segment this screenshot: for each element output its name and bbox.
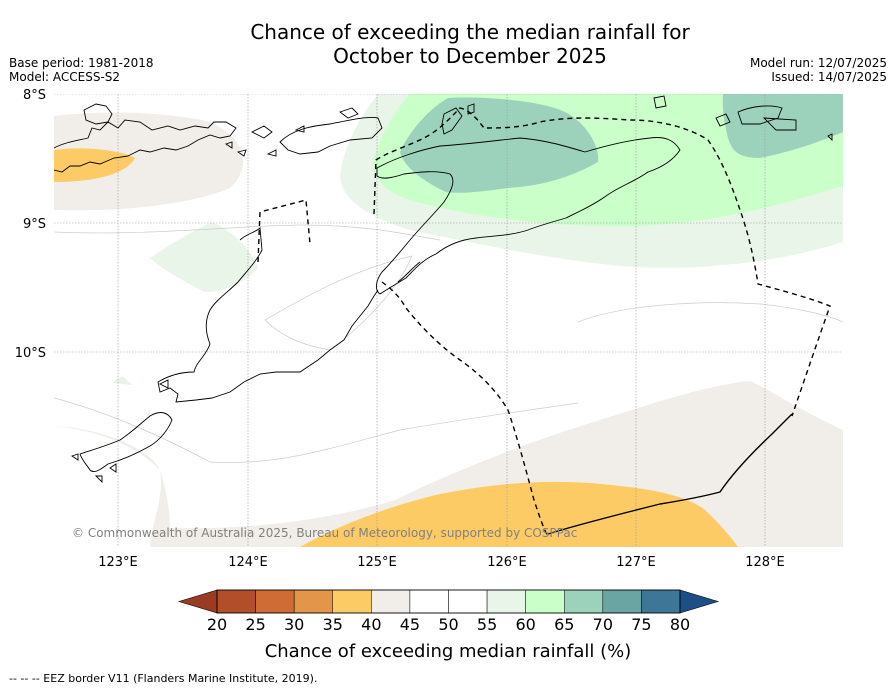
colorbar-cell xyxy=(255,589,295,614)
colorbar-tick-label: 30 xyxy=(284,615,304,634)
coast-sumba xyxy=(157,227,379,403)
lat-label: 8°S xyxy=(23,88,46,103)
colorbar-tick-labels: 20 25 30 35 40 45 50 55 60 65 70 75 80 xyxy=(207,615,690,634)
latitude-labels: 8°S 9°S 10°S xyxy=(15,88,46,361)
colorbar-over-triangle xyxy=(679,589,720,614)
title-line-1: Chance of exceeding the median rainfall … xyxy=(250,20,690,44)
coastlines xyxy=(54,95,833,484)
eez-border xyxy=(257,107,831,537)
colorbar-cell xyxy=(602,589,642,614)
eez-footnote: -- -- -- EEZ border V11 (Flanders Marine… xyxy=(9,672,318,685)
region-65-70-northeast xyxy=(722,94,843,158)
colorbar-tick-label: 75 xyxy=(631,615,651,634)
eez-border-solid xyxy=(547,413,793,535)
colorbar-cell xyxy=(293,589,333,614)
colorbar-tick-label: 70 xyxy=(593,615,613,634)
base-period: Base period: 1981-2018 xyxy=(9,56,154,70)
colorbar-under-triangle xyxy=(177,589,218,614)
coast-rote xyxy=(79,412,173,473)
issued-date: Issued: 14/07/2025 xyxy=(771,70,887,84)
region-55-60-small xyxy=(112,376,133,385)
copyright-notice: © Commonwealth of Australia 2025, Bureau… xyxy=(72,526,577,540)
colorbar-tick-label: 55 xyxy=(477,615,497,634)
region-65-70-north-centre xyxy=(400,97,599,193)
colorbar-cell xyxy=(641,589,681,614)
chart-title: Chance of exceeding the median rainfall … xyxy=(0,20,896,68)
colorbar-tick-label: 65 xyxy=(554,615,574,634)
lon-label: 124°E xyxy=(228,555,268,570)
region-35-40-northwest xyxy=(54,148,135,182)
lon-label: 123°E xyxy=(98,555,138,570)
lon-label: 126°E xyxy=(487,555,527,570)
colorbar-tick-label: 20 xyxy=(207,615,227,634)
map-plot-area: © Commonwealth of Australia 2025, Bureau… xyxy=(54,94,843,547)
model-run-date: Model run: 12/07/2025 xyxy=(749,56,887,70)
model-name: Model: ACCESS-S2 xyxy=(9,70,121,84)
colorbar-cell xyxy=(216,589,256,614)
colorbar-tick-label: 60 xyxy=(515,615,535,634)
colorbar-tick-label: 35 xyxy=(323,615,343,634)
colorbar-tick-label: 45 xyxy=(400,615,420,634)
colorbar-tick-label: 25 xyxy=(245,615,265,634)
region-35-40-south xyxy=(300,481,738,547)
title-line-2: October to December 2025 xyxy=(333,44,607,68)
coast-flores xyxy=(54,119,237,173)
longitude-labels: 123°E 124°E 125°E 126°E 127°E 128°E xyxy=(98,555,785,570)
lon-label: 127°E xyxy=(616,555,656,570)
colorbar-cell xyxy=(448,589,488,614)
metadata-right: Model run: 12/07/2025 Issued: 14/07/2025 xyxy=(750,56,887,84)
region-55-60-west xyxy=(150,222,258,292)
lon-label: 125°E xyxy=(357,555,397,570)
lon-label: 128°E xyxy=(745,555,785,570)
colorbar-cell xyxy=(564,589,604,614)
colorbar-frame xyxy=(216,589,681,614)
colorbar-cell xyxy=(409,589,449,614)
colorbar-title: Chance of exceeding median rainfall (%) xyxy=(265,641,632,662)
colorbar-tick-label: 40 xyxy=(361,615,381,634)
colorbar-cells xyxy=(216,589,681,614)
colorbar-cell xyxy=(332,589,372,614)
colorbar: 20 25 30 35 40 45 50 55 60 65 70 75 80 Chance of exc… xyxy=(177,589,720,662)
region-40-45-northwest xyxy=(54,112,244,211)
colorbar-tick-label: 80 xyxy=(670,615,690,634)
metadata-left: Base period: 1981-2018 Model: ACCESS-S2 xyxy=(9,56,154,84)
colorbar-cell xyxy=(525,589,565,614)
colorbar-tick-label: 50 xyxy=(438,615,458,634)
coast-timor xyxy=(375,137,681,295)
lat-label: 10°S xyxy=(15,346,46,361)
colorbar-cell xyxy=(486,589,526,614)
lat-label: 9°S xyxy=(23,217,46,232)
contour-lines xyxy=(54,224,843,463)
colorbar-cell xyxy=(371,589,411,614)
